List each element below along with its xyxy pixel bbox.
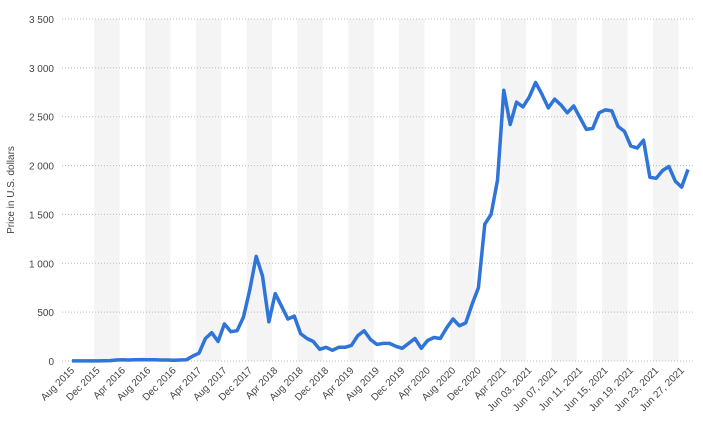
y-axis-label: Price in U.S. dollars <box>6 146 17 234</box>
y-tick-label: 2 500 <box>29 113 54 124</box>
band <box>145 19 171 361</box>
band <box>399 19 425 361</box>
band <box>297 19 323 361</box>
band <box>551 19 577 361</box>
y-tick-label: 1 000 <box>29 259 54 270</box>
y-tick-label: 500 <box>37 308 54 319</box>
band <box>94 19 120 361</box>
band <box>195 19 222 361</box>
band <box>500 19 527 361</box>
y-tick-label: 3 500 <box>29 15 54 26</box>
y-tick-label: 0 <box>48 357 54 368</box>
y-tick-label: 1 500 <box>29 210 54 221</box>
band <box>602 19 628 361</box>
price-line <box>72 80 690 363</box>
band <box>653 19 679 361</box>
band <box>348 19 374 361</box>
y-tick-label: 3 000 <box>29 64 54 75</box>
y-tick-label: 2 000 <box>29 162 54 173</box>
